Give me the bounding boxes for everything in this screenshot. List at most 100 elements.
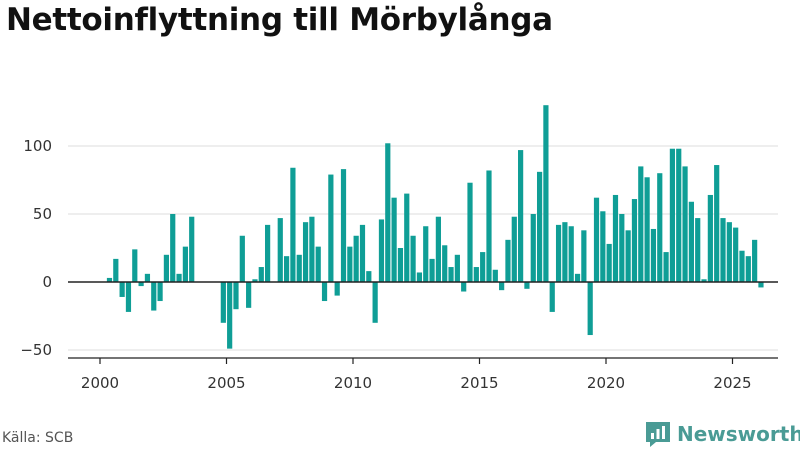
x-tick-label: 2005 [207, 374, 245, 392]
bar [650, 228, 657, 282]
bar [587, 282, 593, 336]
bar [467, 182, 473, 282]
bar [265, 224, 271, 282]
bar [302, 222, 309, 282]
bar [182, 246, 188, 282]
x-tick-label: 2010 [334, 374, 372, 392]
y-tick-label: −50 [20, 341, 52, 359]
bar [549, 282, 555, 312]
bar [574, 273, 581, 282]
bar [429, 258, 435, 282]
brand-name: Newsworthy [677, 422, 800, 446]
bar [644, 177, 650, 282]
bar [372, 282, 378, 323]
bar [157, 282, 163, 302]
bar [258, 267, 264, 282]
bar [442, 245, 448, 282]
bar [252, 279, 258, 282]
bar [536, 171, 543, 282]
bar [669, 148, 676, 282]
bar [227, 282, 233, 349]
bar [138, 282, 144, 287]
bars [106, 105, 764, 349]
bar [707, 194, 713, 282]
bar [410, 235, 416, 282]
source-note: Källa: SCB [2, 430, 74, 446]
bar [435, 216, 441, 282]
bar [359, 224, 366, 282]
bar [246, 282, 252, 308]
bar [511, 216, 517, 282]
bar [473, 267, 479, 282]
bar [745, 256, 751, 282]
x-tick-label: 2025 [713, 374, 751, 392]
bar [758, 282, 764, 288]
bar [524, 282, 530, 289]
bar [151, 282, 157, 311]
bar [739, 250, 745, 282]
bar [688, 201, 694, 282]
bar [530, 214, 536, 282]
bar [676, 148, 682, 282]
bar [701, 279, 707, 282]
bar [283, 256, 290, 282]
bar [125, 282, 132, 312]
bar [682, 166, 688, 282]
bar [404, 193, 410, 282]
bar [499, 282, 505, 291]
bar [144, 273, 151, 282]
bar [562, 222, 568, 282]
bar [296, 254, 302, 282]
bar [366, 271, 372, 282]
newsworthy-logo-icon [646, 422, 670, 447]
bar [638, 166, 644, 282]
brand-logo: Newsworthy [644, 420, 800, 448]
bar [170, 214, 176, 282]
bar [397, 248, 404, 282]
bar [290, 167, 296, 282]
bar [606, 243, 612, 282]
bar [581, 230, 587, 282]
bar [220, 282, 226, 323]
bar [378, 219, 385, 282]
bar [328, 174, 334, 282]
bar [600, 211, 606, 282]
bar [663, 252, 669, 282]
bar [321, 282, 328, 302]
bar [625, 230, 631, 282]
bar [612, 194, 619, 282]
bar [619, 214, 625, 282]
x-tick-label: 2000 [81, 374, 119, 392]
bar [593, 197, 600, 282]
bar [189, 216, 195, 282]
bar [486, 170, 492, 282]
bar [714, 165, 720, 282]
bar [695, 218, 701, 282]
axes: −50 0 50 100 2000 2005 2010 2015 2020 2025 [20, 137, 778, 392]
bar [543, 105, 549, 282]
bar [505, 239, 511, 282]
bar [555, 224, 562, 282]
bar [385, 143, 391, 282]
bar [720, 218, 726, 282]
y-tick-label: 100 [23, 137, 52, 155]
bar [119, 282, 125, 297]
bar [416, 272, 423, 282]
bar [163, 254, 170, 282]
x-tick-label: 2020 [587, 374, 625, 392]
bar [726, 222, 732, 282]
chart-title: Nettoinflyttning till Mörbylånga [6, 2, 553, 38]
bar [423, 226, 429, 282]
bar [454, 254, 460, 282]
bar [461, 282, 467, 292]
bar [347, 246, 353, 282]
bar [492, 269, 498, 282]
bar [752, 239, 758, 282]
bar [132, 249, 138, 282]
bar [631, 199, 638, 282]
bar [239, 235, 245, 282]
bar [277, 218, 283, 282]
y-tick-label: 0 [42, 273, 52, 291]
bar [113, 258, 119, 282]
